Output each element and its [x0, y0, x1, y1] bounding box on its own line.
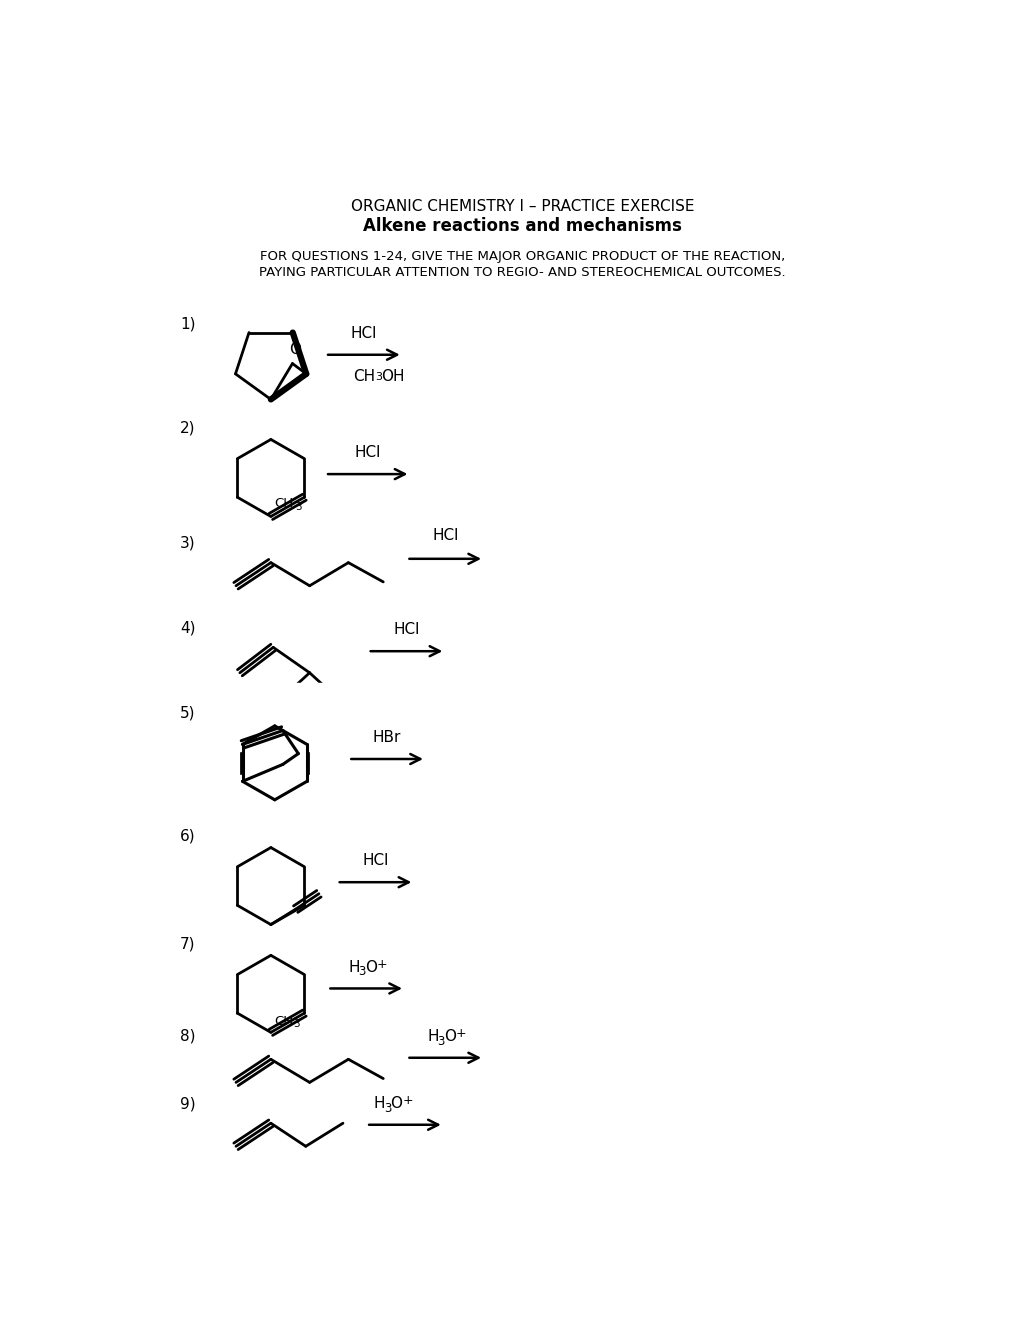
Text: HCl: HCl [393, 622, 419, 638]
Text: 3): 3) [180, 536, 196, 550]
Text: 1): 1) [180, 317, 196, 331]
Text: O: O [288, 342, 301, 358]
Text: HBr: HBr [373, 730, 400, 744]
Text: H: H [374, 1096, 385, 1111]
Text: 5): 5) [180, 705, 196, 721]
Text: PAYING PARTICULAR ATTENTION TO REGIO- AND STEREOCHEMICAL OUTCOMES.: PAYING PARTICULAR ATTENTION TO REGIO- AN… [259, 265, 786, 279]
Text: 3: 3 [383, 1102, 391, 1114]
Text: O: O [365, 960, 376, 974]
Text: 6): 6) [180, 829, 196, 843]
Text: +: + [455, 1027, 467, 1040]
Text: +: + [377, 958, 387, 970]
Text: 2): 2) [180, 420, 196, 436]
Text: 3: 3 [374, 372, 381, 383]
Text: +: + [403, 1094, 413, 1107]
Text: HCl: HCl [351, 326, 377, 341]
Text: HCl: HCl [362, 853, 388, 869]
Text: 4): 4) [180, 620, 196, 635]
Text: 3: 3 [293, 1019, 300, 1030]
Text: O: O [443, 1028, 455, 1044]
Text: H: H [348, 960, 360, 974]
Text: FOR QUESTIONS 1-24, GIVE THE MAJOR ORGANIC PRODUCT OF THE REACTION,: FOR QUESTIONS 1-24, GIVE THE MAJOR ORGAN… [260, 251, 785, 264]
Text: H: H [427, 1028, 438, 1044]
Text: ORGANIC CHEMISTRY I – PRACTICE EXERCISE: ORGANIC CHEMISTRY I – PRACTICE EXERCISE [351, 198, 694, 214]
Text: HCl: HCl [432, 528, 458, 544]
Text: CH: CH [353, 368, 375, 384]
Text: Alkene reactions and mechanisms: Alkene reactions and mechanisms [363, 218, 682, 235]
Text: 3: 3 [294, 502, 302, 512]
Text: O: O [390, 1096, 401, 1111]
Text: CH: CH [274, 1015, 292, 1028]
Text: 9): 9) [180, 1096, 196, 1111]
Text: CH: CH [274, 498, 293, 511]
Text: HCl: HCl [355, 445, 380, 461]
Text: 3: 3 [437, 1035, 444, 1048]
Text: 8): 8) [180, 1028, 196, 1044]
Text: 7): 7) [180, 936, 196, 952]
Text: 3: 3 [358, 965, 366, 978]
Text: OH: OH [380, 368, 404, 384]
